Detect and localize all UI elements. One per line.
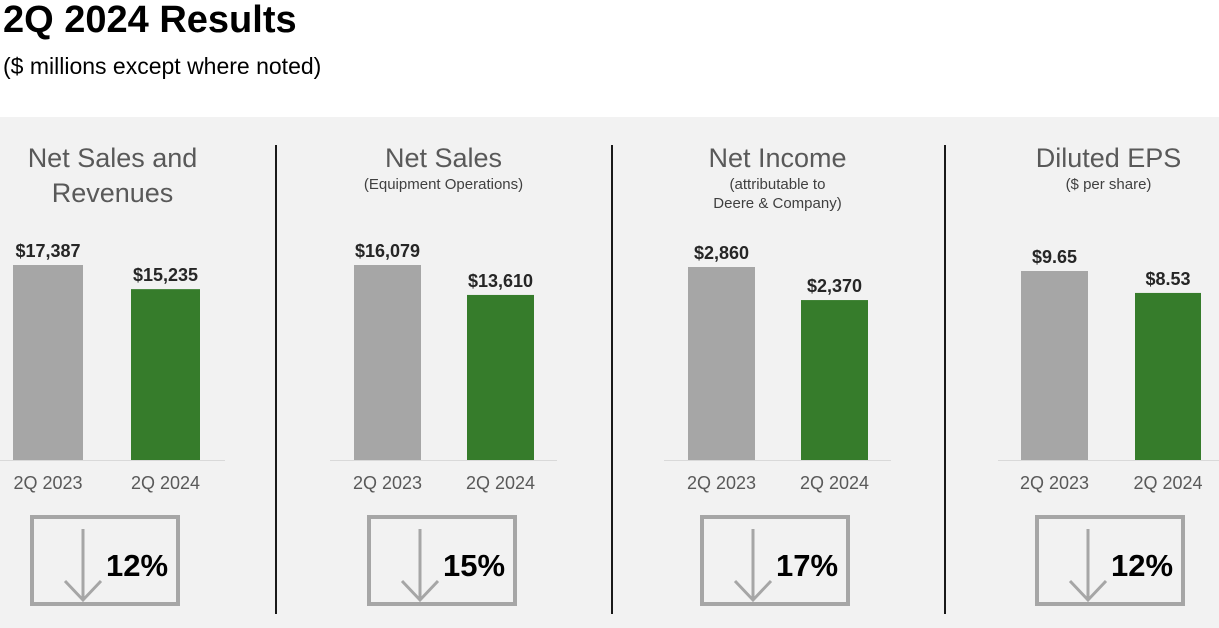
panel-divider bbox=[275, 145, 277, 614]
panel-subtitle-line1: ($ per share) bbox=[1065, 176, 1152, 193]
net-sales-panel: Net Sales (Equipment Operations) $16,079… bbox=[330, 0, 557, 628]
bar-2q-2023 bbox=[13, 265, 83, 460]
diluted-eps-panel: Diluted EPS ($ per share) $9.65 2Q 2023 $8… bbox=[998, 0, 1219, 628]
x-tick-label: 2Q 2023 bbox=[687, 473, 756, 493]
x-tick-label: 2Q 2023 bbox=[353, 473, 422, 493]
bar-2q-2023 bbox=[1021, 271, 1088, 460]
change-box: 15% bbox=[367, 515, 517, 606]
panel-subtitle-line1: (attributable to bbox=[729, 176, 826, 193]
page-subtitle: ($ millions except where noted) bbox=[3, 53, 322, 79]
panel-title-line1: Net Sales and bbox=[27, 143, 198, 173]
net-sales-chart: $16,079 2Q 2023 $13,610 2Q 2024 bbox=[330, 241, 557, 493]
net-income-chart: $2,860 2Q 2023 $2,370 2Q 2024 bbox=[664, 243, 891, 493]
bar-2q-2023 bbox=[354, 265, 421, 460]
bar-2q-2024 bbox=[467, 294, 534, 460]
net-sales-and-revenues-chart: $17,387 2Q 2023 $15,235 2Q 2024 bbox=[0, 241, 225, 493]
x-tick-label: 2Q 2024 bbox=[1133, 473, 1202, 493]
bar-2q-2024 bbox=[801, 300, 868, 460]
panel-subtitle-line2: Deere & Company) bbox=[713, 195, 842, 212]
change-percent: 15% bbox=[443, 548, 506, 583]
x-tick-label: 2Q 2024 bbox=[131, 473, 200, 493]
panel-title-line1: Net Income bbox=[708, 143, 847, 173]
page-title: 2Q 2024 Results bbox=[3, 0, 297, 41]
down-arrow-icon bbox=[400, 529, 440, 603]
net-income-panel: Net Income (attributable to Deere & Comp… bbox=[664, 0, 891, 628]
net-sales-and-revenues-panel: Net Sales and Revenues $17,387 2Q 2023 $15… bbox=[0, 0, 225, 628]
down-arrow-icon bbox=[733, 529, 773, 603]
change-box: 17% bbox=[700, 515, 850, 606]
bar-2q-2023 bbox=[688, 267, 755, 460]
bar-value-label: $16,079 bbox=[355, 241, 420, 261]
change-box: 12% bbox=[1035, 515, 1185, 606]
x-tick-label: 2Q 2023 bbox=[13, 473, 82, 493]
down-arrow-icon bbox=[1068, 529, 1108, 603]
x-tick-label: 2Q 2023 bbox=[1020, 473, 1089, 493]
results-panel-area bbox=[0, 117, 1219, 628]
bar-value-label: $13,610 bbox=[468, 271, 533, 291]
x-tick-label: 2Q 2024 bbox=[466, 473, 535, 493]
bar-2q-2024 bbox=[131, 289, 200, 460]
bar-2q-2024 bbox=[1135, 292, 1201, 460]
panel-divider bbox=[944, 145, 946, 614]
bar-value-label: $15,235 bbox=[133, 265, 198, 285]
panel-title-line1: Diluted EPS bbox=[1035, 143, 1182, 173]
bar-value-label: $8.53 bbox=[1145, 269, 1190, 289]
bar-value-label: $2,370 bbox=[807, 276, 862, 296]
bar-value-label: $2,860 bbox=[694, 243, 749, 263]
diluted-eps-chart: $9.65 2Q 2023 $8.53 2Q 2024 bbox=[998, 247, 1219, 493]
change-percent: 12% bbox=[1111, 548, 1174, 583]
panel-title-line2: Revenues bbox=[51, 178, 174, 208]
panel-title-line1: Net Sales bbox=[384, 143, 503, 173]
bar-value-label: $17,387 bbox=[15, 241, 80, 261]
panel-subtitle-line1: (Equipment Operations) bbox=[363, 176, 524, 193]
change-box: 12% bbox=[30, 515, 180, 606]
change-percent: 12% bbox=[106, 548, 169, 583]
down-arrow-icon bbox=[63, 529, 103, 603]
bar-value-label: $9.65 bbox=[1032, 247, 1077, 267]
panel-divider bbox=[611, 145, 613, 614]
change-percent: 17% bbox=[776, 548, 839, 583]
x-tick-label: 2Q 2024 bbox=[800, 473, 869, 493]
